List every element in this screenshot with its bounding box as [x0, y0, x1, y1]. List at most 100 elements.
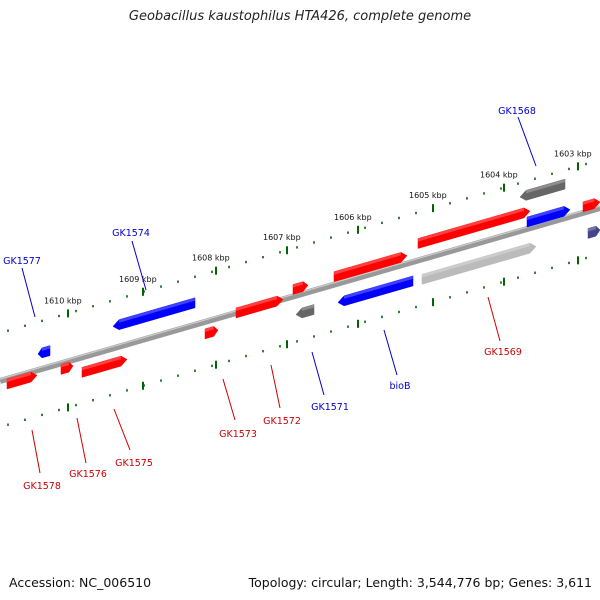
- tick-dot: [500, 281, 502, 284]
- gene-arrow-gk1577: [37, 345, 51, 359]
- tick-dot: [58, 314, 60, 318]
- tick-dot: [585, 256, 587, 260]
- tick-dot: [483, 192, 485, 195]
- tick-dot: [296, 340, 298, 343]
- major-tick: [215, 266, 217, 275]
- gene-arrow: [333, 252, 408, 283]
- tick-dot: [279, 345, 281, 348]
- tick-dot: [534, 271, 536, 274]
- tick-label: 1604 kbp: [480, 171, 518, 180]
- gene-arrow-gk1573: [204, 326, 219, 340]
- tick-dot: [7, 329, 9, 332]
- gene-arrow-gk1576: [60, 361, 74, 375]
- tick-dot: [41, 319, 43, 323]
- tick-label: 1605 kbp: [409, 191, 447, 200]
- gene-arrow-gk1575: [81, 355, 128, 378]
- tick-dot: [330, 236, 332, 239]
- tick-dot: [313, 241, 315, 244]
- gene-shading: [82, 356, 121, 371]
- gene-shading: [119, 297, 195, 323]
- tick-dot: [517, 276, 519, 279]
- genome-summary-text: Topology: circular; Length: 3,544,776 bp…: [248, 575, 592, 590]
- map-title: Geobacillus kaustophilus HTA426, complet…: [128, 9, 472, 24]
- gene-label-gk1575: GK1575: [115, 458, 153, 469]
- tick-dot: [109, 394, 111, 397]
- tick-dot: [568, 167, 570, 171]
- gene-features: [6, 178, 600, 390]
- accession-text: Accession: NC_006510: [9, 575, 152, 590]
- gene-shading: [42, 345, 50, 351]
- gene-label-gk1578: GK1578: [23, 481, 61, 492]
- tick-dot: [347, 325, 349, 328]
- leader-line: [517, 116, 537, 167]
- tick-dot: [381, 221, 383, 225]
- tick-dot: [41, 413, 43, 417]
- leader-line: [487, 296, 501, 342]
- tick-dot: [449, 202, 451, 205]
- tick-dot: [7, 423, 9, 426]
- gene-arrow-gk1578: [6, 371, 38, 390]
- tick-dot: [568, 261, 570, 265]
- tick-dot: [245, 354, 247, 358]
- gene-shading: [418, 207, 524, 242]
- tick-dot: [228, 359, 230, 363]
- major-tick: [503, 183, 505, 192]
- tick-dot: [347, 231, 349, 234]
- gene-arrow-gk1568: [519, 178, 566, 201]
- leader-line: [113, 408, 131, 451]
- tick-dot: [24, 418, 26, 421]
- tick-dot: [551, 172, 553, 176]
- leader-line: [31, 429, 41, 474]
- tick-dot: [92, 304, 94, 308]
- tick-dot: [466, 197, 468, 200]
- tick-dot: [466, 291, 468, 294]
- tick-dot: [177, 374, 179, 377]
- tick-dot: [296, 246, 298, 249]
- gene-shading: [526, 179, 565, 194]
- gene-shading: [422, 243, 530, 278]
- leader-line: [383, 329, 398, 376]
- gene-shading: [583, 198, 595, 205]
- tick-label: 1609 kbp: [119, 275, 157, 284]
- tick-label: 1610 kbp: [44, 296, 82, 305]
- gene-arrow: [292, 281, 309, 295]
- major-tick: [357, 225, 359, 234]
- tick-label: 1607 kbp: [263, 233, 301, 242]
- major-tick: [432, 204, 434, 213]
- major-tick: [286, 246, 288, 255]
- tick-dot: [585, 162, 587, 166]
- gene-shading: [527, 206, 564, 221]
- major-tick: [577, 162, 579, 171]
- gene-arrow-gk1571: [295, 304, 315, 319]
- tick-dot: [551, 266, 553, 270]
- major-tick: [67, 309, 69, 318]
- tick-dot: [415, 211, 417, 215]
- tick-dot: [126, 295, 128, 298]
- gene-arrow: [417, 207, 531, 249]
- tick-dot: [262, 255, 264, 259]
- tick-dot: [381, 315, 383, 319]
- outer-tick-dots: [7, 162, 587, 332]
- tick-dot: [24, 324, 26, 327]
- tick-dot: [228, 265, 230, 269]
- gene-label-biob: bioB: [390, 381, 411, 392]
- tick-dot: [534, 177, 536, 180]
- tick-dot: [92, 398, 94, 402]
- tick-dot: [364, 320, 366, 323]
- major-tick: [215, 360, 217, 369]
- gene-label-gk1576: GK1576: [69, 469, 107, 480]
- gene-label-gk1572: GK1572: [263, 416, 301, 427]
- tick-dot: [245, 260, 247, 264]
- tick-dot: [126, 389, 128, 392]
- gene-label-gk1574: GK1574: [112, 228, 150, 239]
- tick-dot: [398, 216, 400, 220]
- tick-dot: [262, 349, 264, 353]
- major-tick: [286, 340, 288, 349]
- gene-arrow-gk1572: [235, 295, 284, 319]
- gene-label-gk1568: GK1568: [498, 106, 536, 117]
- gene-shading: [344, 275, 413, 299]
- gene-arrow: [526, 206, 571, 228]
- tick-dot: [160, 285, 162, 288]
- gene-arrow: [582, 198, 600, 213]
